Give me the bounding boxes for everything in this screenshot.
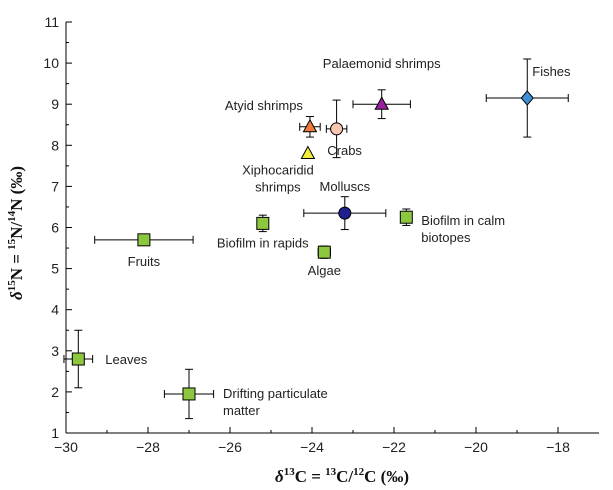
point-algae bbox=[317, 245, 331, 259]
x-tick-label: −22 bbox=[382, 439, 406, 455]
label-atyid: Atyid shrimps bbox=[225, 98, 304, 113]
y-axis-title: δ15N = 15N/14N (‰) bbox=[6, 166, 26, 300]
label-fishes: Fishes bbox=[532, 64, 571, 79]
y-tick-label: 10 bbox=[43, 55, 59, 71]
label-line: Drifting particulate bbox=[223, 386, 328, 401]
point-molluscs bbox=[303, 196, 387, 231]
label-crabs: Crabs bbox=[327, 143, 362, 158]
label-drifting: Drifting particulate matter bbox=[223, 386, 328, 418]
square-marker bbox=[182, 387, 196, 401]
label-palaemonid: Palaemonid shrimps bbox=[323, 56, 441, 71]
label-molluscs: Molluscs bbox=[320, 179, 371, 194]
y-tick-label: 3 bbox=[51, 343, 59, 359]
x-tick-label: −28 bbox=[136, 439, 160, 455]
x-tick-label: −30 bbox=[54, 439, 78, 455]
y-tick-label: 2 bbox=[51, 384, 59, 400]
x-tick-label: −18 bbox=[546, 439, 570, 455]
triangle-marker bbox=[374, 96, 390, 110]
label-biofilm-rapids: Biofilm in rapids bbox=[217, 235, 309, 250]
point-atyid bbox=[299, 116, 321, 138]
square-marker bbox=[71, 352, 85, 366]
point-biofilm-rapids bbox=[256, 214, 270, 233]
point-drifting bbox=[163, 368, 215, 420]
y-tick-label: 1 bbox=[51, 425, 59, 441]
y-tick-label: 6 bbox=[51, 220, 59, 236]
label-line: shrimps bbox=[255, 180, 301, 195]
point-leaves bbox=[63, 329, 94, 389]
label-xipho: Xiphocaridid shrimps bbox=[242, 163, 314, 195]
label-biofilm-calm: Biofilm in calm biotopes bbox=[421, 213, 505, 245]
label-line: Palaemonid shrimps bbox=[323, 56, 441, 71]
label-algae: Algae bbox=[308, 263, 341, 278]
diamond-marker bbox=[520, 90, 534, 106]
label-line: Atyid shrimps bbox=[225, 98, 304, 113]
point-xipho bbox=[300, 145, 316, 160]
y-tick-label: 8 bbox=[51, 137, 59, 153]
x-tick-label: −20 bbox=[464, 439, 488, 455]
x-tick-label: −24 bbox=[300, 439, 324, 455]
point-biofilm-calm bbox=[399, 208, 413, 226]
axes: −30 −28 −26 −24 −22 −20 −18 1 2 3 4 5 6 7 8 9 10 11 bbox=[43, 14, 599, 455]
y-tick-label: 4 bbox=[51, 302, 59, 318]
label-leaves: Leaves bbox=[105, 352, 147, 367]
point-labels: Leaves Drifting particulate matter Fruits Bi… bbox=[105, 56, 571, 418]
square-marker bbox=[137, 233, 151, 247]
triangle-marker bbox=[300, 145, 316, 160]
label-line: Leaves bbox=[105, 352, 147, 367]
x-axis-title: δ13C = 13C/12C (‰) bbox=[275, 466, 409, 486]
point-fruits bbox=[94, 233, 194, 247]
label-fruits: Fruits bbox=[128, 254, 161, 269]
label-line: Fishes bbox=[532, 64, 571, 79]
square-marker bbox=[399, 210, 413, 224]
label-line: Algae bbox=[308, 263, 341, 278]
label-line: biotopes bbox=[421, 230, 471, 245]
label-line: Fruits bbox=[128, 254, 161, 269]
label-line: matter bbox=[223, 403, 261, 418]
point-crabs bbox=[325, 99, 348, 159]
y-tick-label: 11 bbox=[44, 14, 59, 30]
square-marker bbox=[256, 216, 270, 230]
label-line: Molluscs bbox=[320, 179, 371, 194]
square-marker bbox=[317, 245, 331, 259]
circle-marker bbox=[338, 206, 352, 220]
label-line: Biofilm in rapids bbox=[217, 235, 309, 250]
label-line: Xiphocaridid bbox=[242, 163, 314, 178]
y-tick-label: 7 bbox=[51, 178, 59, 194]
circle-marker bbox=[330, 122, 344, 136]
point-fishes bbox=[485, 58, 569, 138]
triangle-marker bbox=[302, 118, 318, 133]
data-points bbox=[63, 58, 569, 420]
label-line: Biofilm in calm bbox=[421, 213, 505, 228]
label-line: Crabs bbox=[327, 143, 362, 158]
x-tick-label: −26 bbox=[218, 439, 242, 455]
point-palaemonid bbox=[352, 89, 411, 120]
y-tick-label: 9 bbox=[51, 96, 59, 112]
y-tick-label: 5 bbox=[51, 261, 59, 277]
